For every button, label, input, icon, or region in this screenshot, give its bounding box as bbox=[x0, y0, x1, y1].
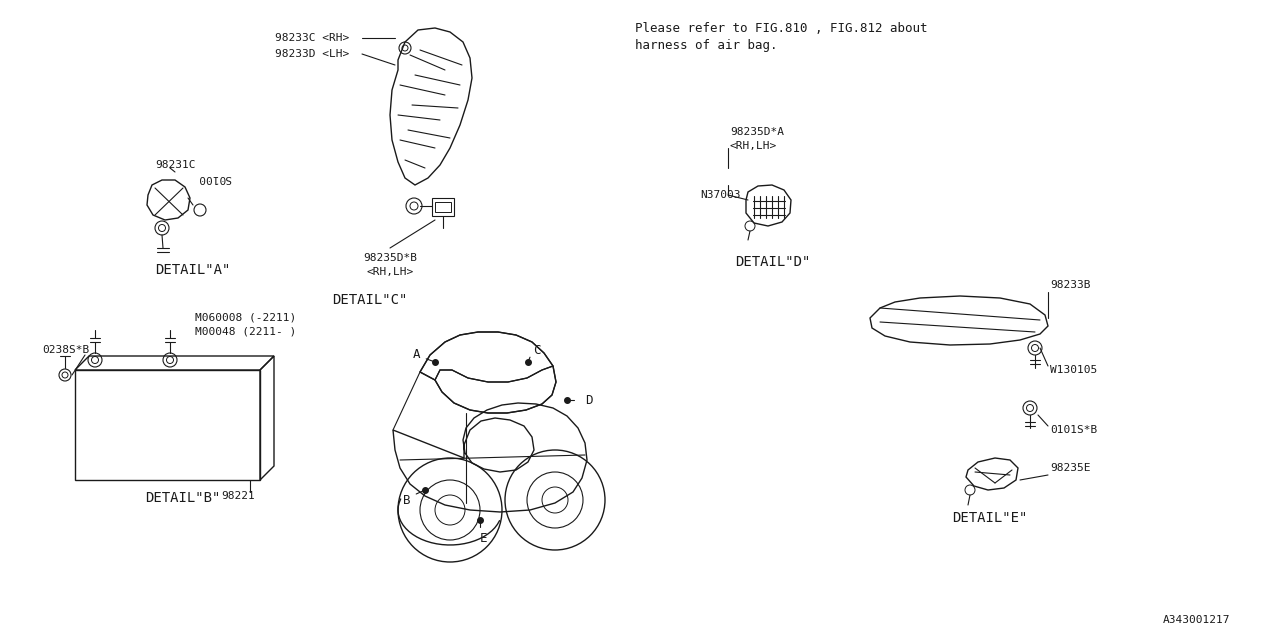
Text: DETAIL"E": DETAIL"E" bbox=[952, 511, 1028, 525]
Text: DETAIL"C": DETAIL"C" bbox=[333, 293, 408, 307]
Text: 0101S*B: 0101S*B bbox=[1050, 425, 1097, 435]
Text: 98221: 98221 bbox=[221, 491, 255, 501]
Text: 98231C: 98231C bbox=[155, 160, 196, 170]
Text: A343001217: A343001217 bbox=[1162, 615, 1230, 625]
Text: 98233C <RH>: 98233C <RH> bbox=[275, 33, 349, 43]
Text: <RH,LH>: <RH,LH> bbox=[366, 267, 413, 277]
Text: M060008 (-2211): M060008 (-2211) bbox=[195, 313, 296, 323]
Text: <RH,LH>: <RH,LH> bbox=[730, 141, 777, 151]
Text: N37003: N37003 bbox=[700, 190, 741, 200]
Text: 98233B: 98233B bbox=[1050, 280, 1091, 290]
Text: E: E bbox=[480, 531, 488, 545]
Text: 98235D*B: 98235D*B bbox=[364, 253, 417, 263]
Text: DETAIL"A": DETAIL"A" bbox=[155, 263, 230, 277]
Text: C: C bbox=[532, 344, 540, 356]
Text: Please refer to FIG.810 , FIG.812 about: Please refer to FIG.810 , FIG.812 about bbox=[635, 22, 928, 35]
Text: DETAIL"B": DETAIL"B" bbox=[145, 491, 220, 505]
Bar bbox=[433, 198, 454, 216]
Text: DETAIL"D": DETAIL"D" bbox=[735, 255, 810, 269]
Text: 98233D <LH>: 98233D <LH> bbox=[275, 49, 349, 59]
Text: 98235E: 98235E bbox=[1050, 463, 1091, 473]
Text: D: D bbox=[585, 394, 593, 406]
Text: 98235D*A: 98235D*A bbox=[730, 127, 783, 137]
Bar bbox=[76, 370, 260, 480]
Text: B: B bbox=[403, 493, 411, 506]
Bar bbox=[435, 202, 451, 212]
Text: harness of air bag.: harness of air bag. bbox=[635, 40, 777, 52]
Text: M00048 (2211- ): M00048 (2211- ) bbox=[195, 327, 296, 337]
Text: S0100: S0100 bbox=[198, 173, 232, 183]
Text: W130105: W130105 bbox=[1050, 365, 1097, 375]
Text: A: A bbox=[413, 348, 421, 360]
Text: 0238S*B: 0238S*B bbox=[42, 345, 90, 355]
